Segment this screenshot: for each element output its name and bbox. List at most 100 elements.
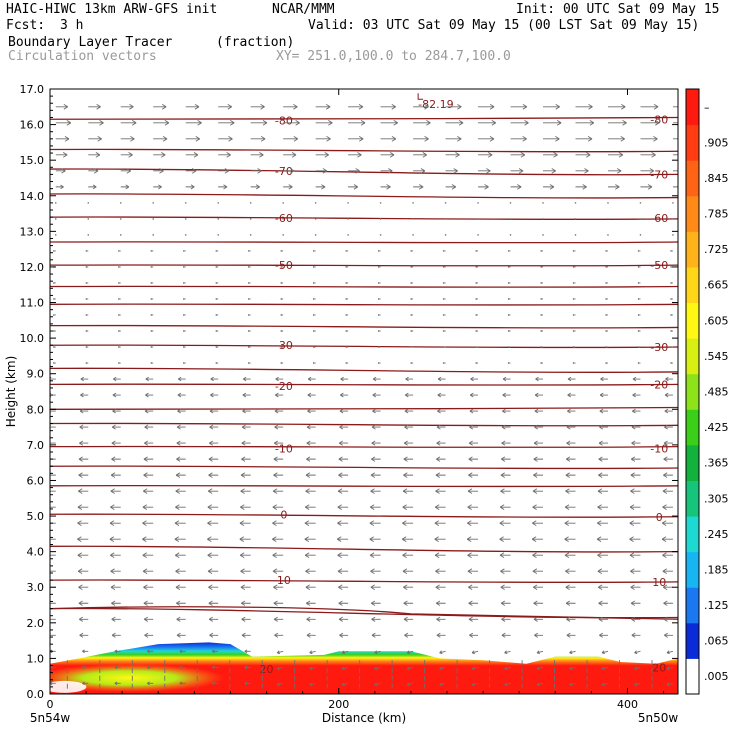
wind-vector — [77, 536, 89, 542]
wind-vector — [82, 681, 89, 686]
y-axis-label: Height (km) — [4, 356, 18, 427]
wind-vector — [371, 632, 381, 638]
wind-vector — [175, 472, 186, 478]
wind-vector — [177, 408, 186, 414]
wind-vector — [510, 168, 524, 174]
wind-vector — [110, 584, 121, 590]
wind-vector — [144, 632, 154, 638]
wind-vector — [338, 600, 349, 606]
wind-vector — [53, 330, 56, 332]
wind-vector — [478, 104, 495, 110]
wind-vector — [273, 456, 284, 462]
wind-vector — [402, 568, 414, 575]
wind-vector — [315, 152, 329, 158]
wind-vector — [630, 600, 641, 606]
wind-vector — [179, 649, 186, 654]
wind-vector — [477, 202, 479, 204]
wind-vector — [53, 281, 56, 284]
contour-label: -50 — [650, 259, 668, 272]
wind-vector — [477, 234, 479, 236]
wind-vector — [208, 456, 219, 462]
wind-vector — [372, 392, 381, 398]
wind-vector — [534, 392, 544, 398]
wind-vector — [50, 424, 56, 430]
wind-vector — [469, 392, 479, 398]
contour-label: 10 — [652, 576, 666, 589]
wind-vector — [666, 682, 674, 687]
wind-vector — [53, 249, 56, 252]
wind-vector — [410, 346, 414, 349]
isotherm-line — [50, 545, 678, 553]
colorbar-swatch — [686, 480, 699, 517]
wind-vector — [575, 152, 591, 158]
isotherm-line — [50, 422, 678, 427]
wind-vector — [312, 330, 316, 332]
wind-vector — [341, 666, 349, 671]
contour-label: -80 — [650, 113, 668, 126]
colorbar-label: .125 — [704, 599, 729, 612]
wind-vector — [445, 152, 460, 158]
contour-label: -70 — [275, 165, 293, 178]
y-tick-label: 11.0 — [20, 297, 45, 310]
y-tick-label: 5.0 — [27, 510, 45, 523]
wind-vector — [468, 472, 479, 478]
wind-vector — [468, 616, 479, 622]
wind-vector — [564, 536, 576, 542]
wind-vector — [85, 265, 89, 268]
wind-vector — [185, 136, 201, 142]
wind-vector — [413, 120, 431, 126]
wind-vector — [305, 584, 316, 590]
wind-vector — [175, 488, 186, 494]
wind-vector — [478, 136, 495, 142]
valid-time: Valid: 03 UTC Sat 09 May 15 (00 LST Sat … — [308, 18, 700, 33]
wind-vector — [182, 297, 186, 300]
wind-vector — [534, 632, 544, 638]
wind-vector — [572, 313, 576, 316]
wind-vector — [210, 376, 219, 382]
wind-vector — [280, 330, 284, 332]
wind-vector — [444, 234, 447, 236]
wind-vector — [144, 408, 154, 414]
wind-vector — [662, 584, 673, 590]
wind-vector — [662, 552, 673, 558]
wind-vector — [118, 297, 121, 300]
wind-vector — [218, 136, 233, 142]
wind-vector — [471, 682, 479, 687]
wind-vector — [434, 552, 446, 558]
wind-vector — [153, 168, 164, 174]
wind-vector — [345, 249, 349, 252]
wind-vector — [142, 568, 154, 575]
wind-vector — [637, 362, 641, 365]
wind-vector — [413, 152, 428, 158]
wind-vector — [337, 488, 349, 494]
wind-vector — [339, 632, 349, 638]
wind-vector — [50, 472, 56, 478]
wind-vector — [410, 265, 414, 268]
wind-vector — [88, 152, 101, 158]
wind-vector — [109, 536, 121, 542]
wind-vector — [88, 184, 97, 190]
wind-vector — [377, 362, 381, 365]
colorbar-frame — [685, 88, 700, 695]
colorbar-label: .665 — [704, 279, 729, 292]
wind-vector — [533, 456, 544, 462]
wind-vector — [215, 313, 219, 316]
wind-vector — [215, 265, 219, 268]
isotherm-line — [50, 324, 678, 329]
wind-vector — [599, 632, 608, 638]
wind-vector — [142, 552, 154, 558]
wind-vector — [371, 456, 381, 462]
wind-vector — [605, 281, 608, 284]
wind-vector — [244, 681, 251, 686]
wind-vector — [340, 392, 349, 398]
wind-vector — [215, 281, 219, 284]
contour-label: -70 — [650, 168, 668, 181]
wind-vector — [54, 234, 57, 236]
wind-vector — [507, 362, 511, 365]
wind-vector — [283, 104, 298, 110]
vector-name: Circulation vectors — [8, 49, 157, 64]
wind-vector — [85, 313, 89, 316]
wind-vector — [337, 568, 349, 575]
wind-vector — [410, 249, 414, 252]
wind-vector — [283, 184, 293, 190]
